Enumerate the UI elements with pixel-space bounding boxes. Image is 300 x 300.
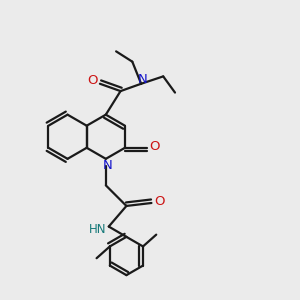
Text: N: N — [102, 159, 112, 172]
Text: O: O — [149, 140, 160, 153]
Text: N: N — [138, 73, 148, 86]
Text: O: O — [154, 195, 165, 208]
Text: HN: HN — [89, 223, 106, 236]
Text: O: O — [87, 74, 98, 87]
